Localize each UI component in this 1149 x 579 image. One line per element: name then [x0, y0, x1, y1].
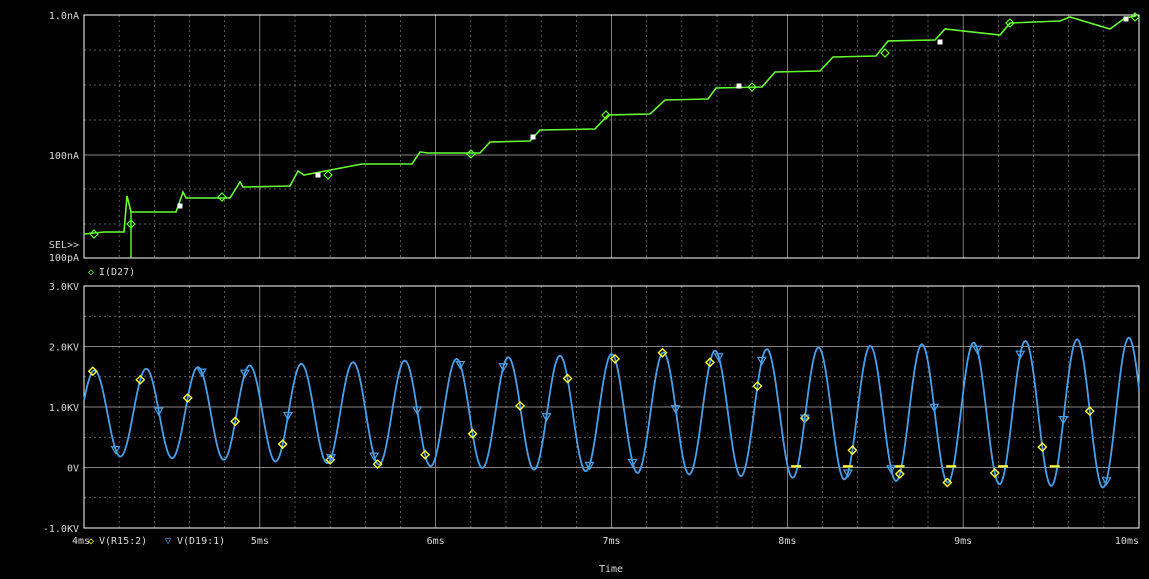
- x-tick-label: 5ms: [251, 536, 269, 547]
- marker-diamond-i-d27: [747, 82, 757, 92]
- y-tick-label: 1.0KV: [49, 403, 79, 414]
- y-tick-label: 100nA: [49, 151, 79, 162]
- marker-triangle-v-d19-1: [412, 406, 423, 416]
- marker-diamond-v-r15-2: [515, 400, 526, 411]
- marker-diamond-v-r15-2: [372, 459, 383, 470]
- marker-diamond-i-d27: [89, 229, 99, 239]
- x-tick-label: 10ms: [1115, 536, 1139, 547]
- plot-frame-current: [83, 14, 1140, 259]
- x-tick-label: 4ms: [72, 536, 90, 547]
- legend-label: V(R15:2): [99, 536, 147, 547]
- marker-square-i-d27: [1123, 16, 1129, 22]
- marker-diamond-v-r15-2: [135, 374, 146, 385]
- marker-diamond-i-d27: [1130, 12, 1140, 22]
- marker-triangle-v-d19-1: [455, 360, 466, 370]
- marker-triangle-v-d19-1: [670, 405, 681, 414]
- marker-diamond-v-r15-2: [182, 392, 193, 403]
- marker-diamond-i-d27: [126, 219, 136, 229]
- sel-marker: SEL>>: [49, 240, 79, 251]
- marker-triangle-v-d19-1: [1058, 416, 1069, 425]
- marker-triangle-v-d19-1: [153, 407, 164, 417]
- marker-triangle-v-d19-1: [886, 465, 897, 475]
- x-tick-label: 7ms: [602, 536, 620, 547]
- legend-symbol: ▽: [165, 536, 171, 547]
- marker-square-i-d27: [937, 39, 943, 45]
- y-tick-label: 0V: [67, 464, 79, 475]
- marker-diamond-v-r15-2: [562, 373, 573, 384]
- marker-diamond-v-r15-2: [704, 357, 715, 368]
- marker-diamond-i-d27: [217, 192, 227, 202]
- marker-triangle-v-d19-1: [756, 356, 767, 366]
- marker-triangle-v-d19-1: [1015, 350, 1026, 360]
- marker-triangle-v-d19-1: [369, 452, 380, 462]
- marker-diamond-v-r15-2: [87, 366, 98, 377]
- footer-background: [0, 549, 1149, 579]
- marker-triangle-v-d19-1: [110, 446, 121, 455]
- marker-diamond-v-r15-2: [894, 468, 905, 479]
- marker-diamond-v-r15-2: [1084, 406, 1095, 417]
- series-line-i-d27: [83, 15, 1137, 235]
- y-tick-label: 1.0nA: [49, 11, 79, 22]
- marker-diamond-v-r15-2: [847, 445, 858, 456]
- marker-diamond-v-r15-2: [752, 381, 763, 392]
- marker-square-i-d27: [530, 134, 536, 140]
- marker-triangle-v-d19-1: [842, 469, 854, 479]
- legend-symbol: ◇: [88, 267, 94, 278]
- marker-triangle-v-d19-1: [1101, 477, 1112, 487]
- marker-diamond-v-r15-2: [989, 468, 1000, 478]
- marker-triangle-v-d19-1: [799, 414, 810, 424]
- plot-frame-voltage: [83, 285, 1140, 529]
- grid: [83, 285, 1140, 529]
- marker-triangle-v-d19-1: [282, 411, 294, 421]
- marker-square-i-d27: [177, 203, 183, 209]
- marker-triangle-v-d19-1: [326, 454, 337, 463]
- x-tick-label: 9ms: [954, 536, 972, 547]
- series-line-v-d19-1: [83, 336, 1140, 489]
- marker-diamond-i-d27: [601, 110, 611, 120]
- marker-triangle-v-d19-1: [239, 369, 250, 379]
- x-tick-label: 6ms: [427, 536, 445, 547]
- marker-triangle-v-d19-1: [972, 345, 983, 355]
- marker-diamond-i-d27: [1005, 18, 1015, 28]
- marker-square-i-d27: [315, 172, 321, 178]
- x-tick-label: 8ms: [778, 536, 796, 547]
- legend-label: V(D19:1): [177, 536, 225, 547]
- marker-diamond-v-r15-2: [1037, 442, 1048, 453]
- marker-triangle-v-d19-1: [627, 458, 638, 468]
- marker-diamond-v-r15-2: [657, 347, 668, 358]
- y-tick-label: 3.0KV: [49, 282, 79, 293]
- marker-square-i-d27: [736, 83, 742, 89]
- plot-area-background: [0, 0, 1149, 549]
- y-tick-label: -1.0KV: [43, 524, 79, 535]
- marker-diamond-v-r15-2: [277, 439, 288, 450]
- x-axis-title: Time: [599, 564, 623, 575]
- marker-diamond-i-d27: [466, 149, 476, 159]
- marker-triangle-v-d19-1: [713, 353, 724, 363]
- y-tick-label: 2.0KV: [49, 343, 79, 354]
- marker-diamond-v-r15-2: [610, 353, 621, 364]
- marker-triangle-v-d19-1: [541, 413, 552, 422]
- legend-symbol: ◇: [88, 536, 94, 547]
- marker-diamond-i-d27: [880, 48, 890, 58]
- marker-diamond-v-r15-2: [420, 449, 431, 460]
- marker-triangle-v-d19-1: [929, 403, 940, 413]
- marker-diamond-v-r15-2: [942, 477, 953, 488]
- marker-triangle-v-d19-1: [498, 363, 509, 372]
- marker-diamond-v-r15-2: [230, 416, 241, 427]
- marker-diamond-i-d27: [323, 170, 333, 180]
- marker-triangle-v-d19-1: [196, 368, 207, 378]
- y-tick-label: 100pA: [49, 253, 79, 264]
- marker-triangle-v-d19-1: [584, 461, 595, 471]
- marker-diamond-v-r15-2: [467, 428, 478, 439]
- legend-label: I(D27): [99, 267, 135, 278]
